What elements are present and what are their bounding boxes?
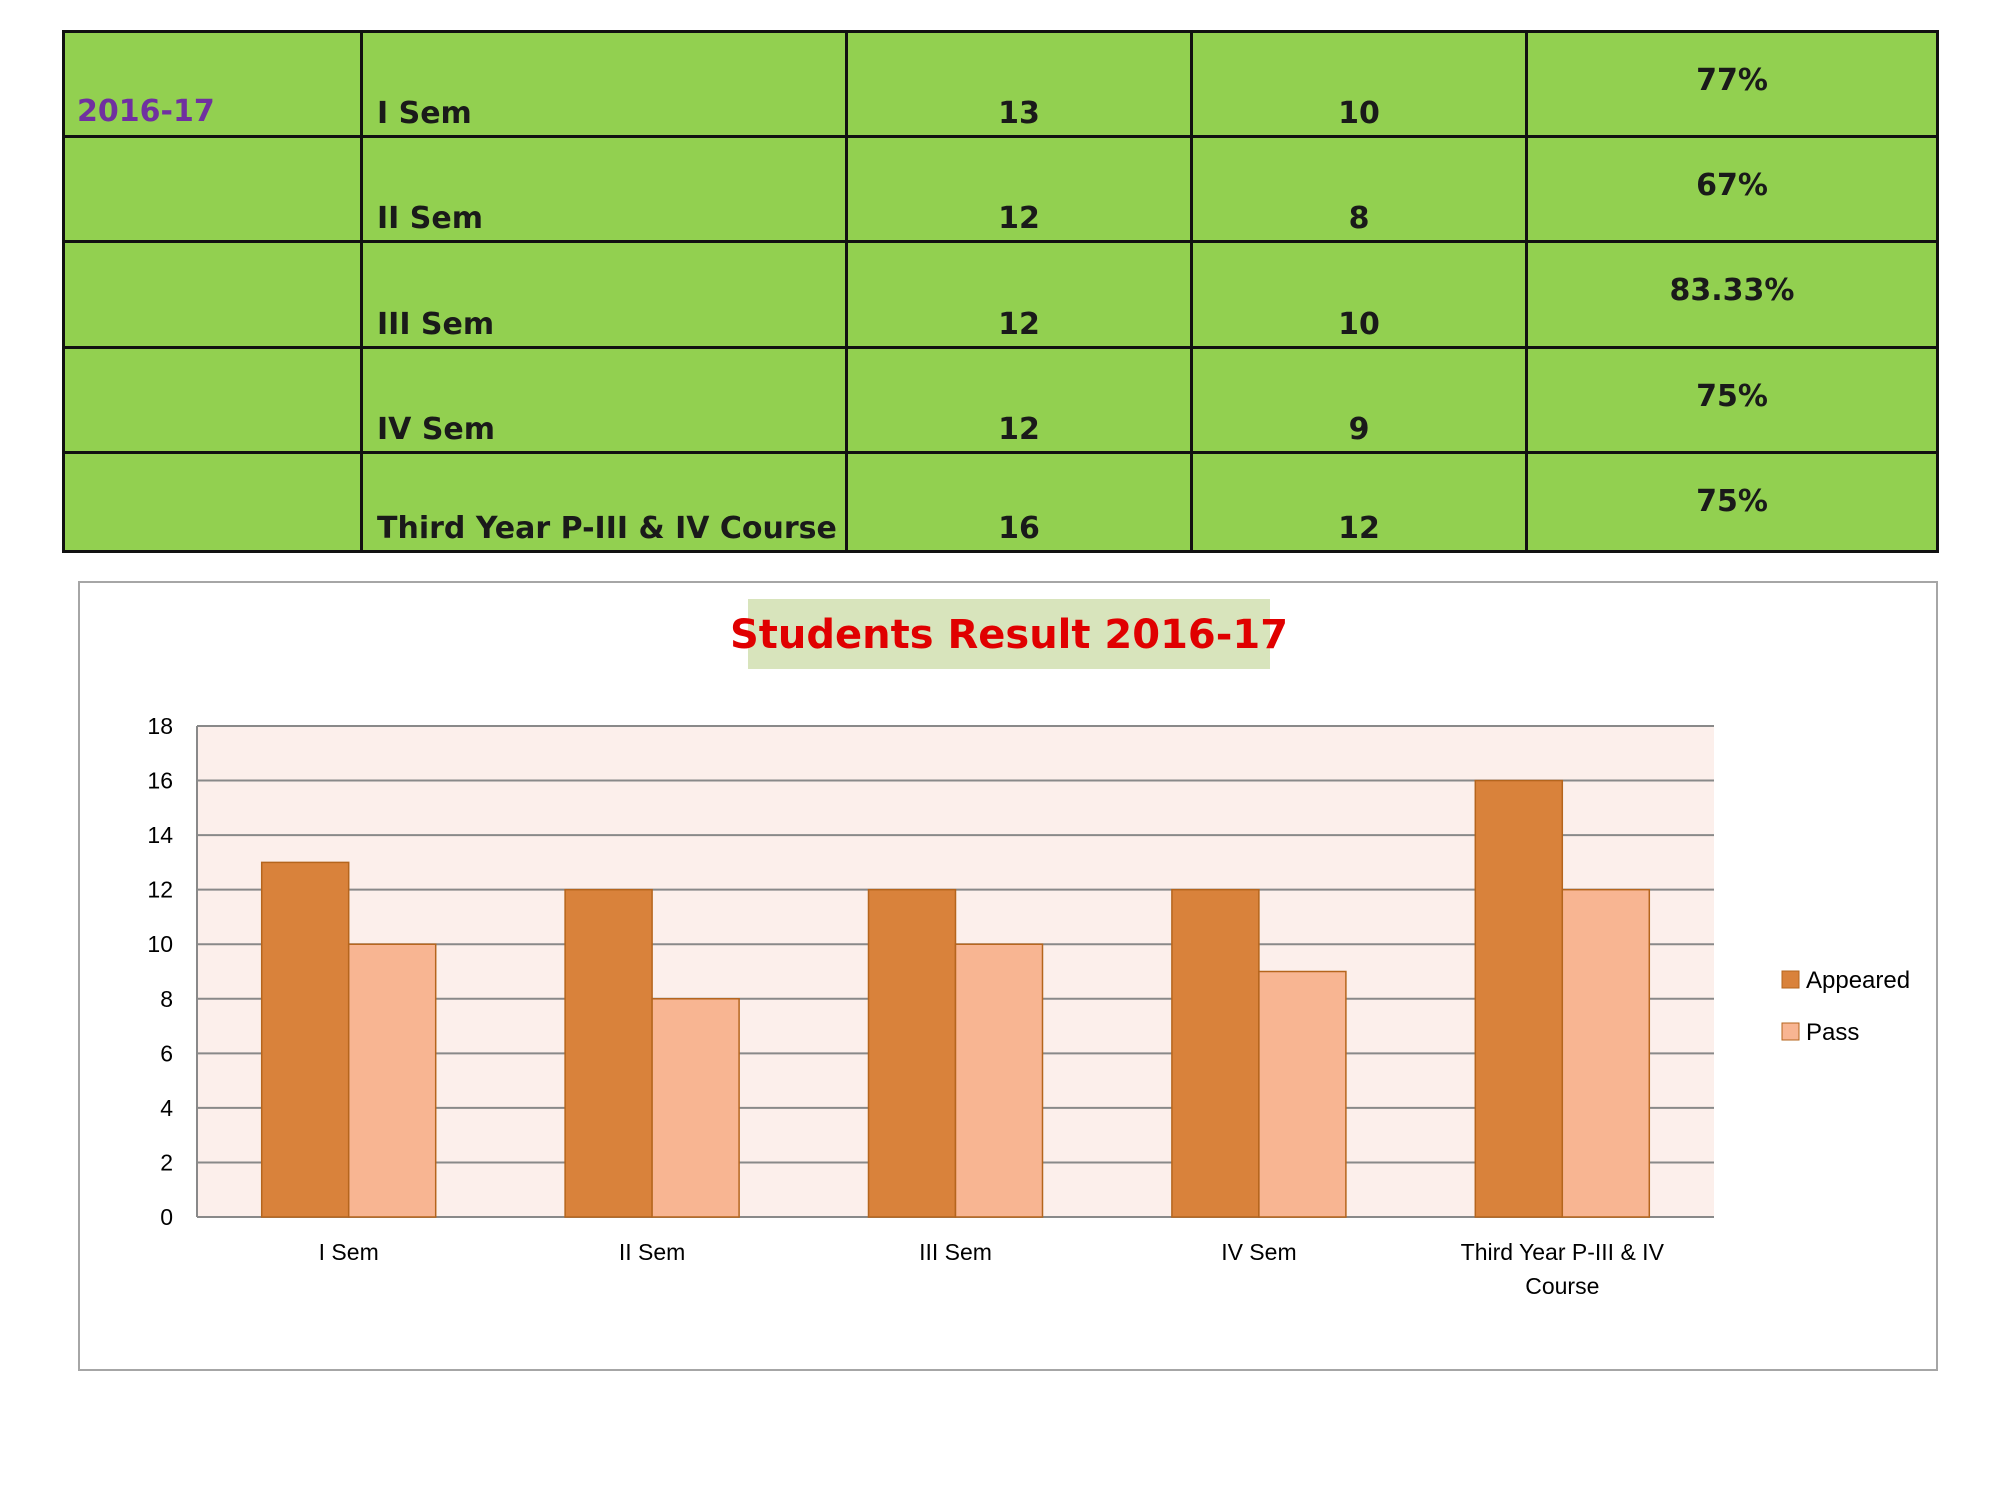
bar-chart: Students Result 2016-17 0 2 4 6 8 10 12 14 16 18 I…	[147, 599, 1910, 1299]
appeared-cell: 12	[845, 345, 1193, 454]
year-cell	[62, 450, 363, 554]
chart-title-background	[748, 599, 1270, 669]
percent-cell: 75%	[1525, 450, 1939, 554]
table-row: III Sem 12 10 83.33%	[62, 240, 1939, 349]
table-row: II Sem 12 8 67%	[62, 135, 1939, 244]
results-table: 2016-17 I Sem 13 10 77% II Sem 12 8 67% …	[62, 29, 1939, 554]
bar-pass	[954, 943, 1044, 1218]
pass-cell: 10	[1190, 240, 1528, 349]
year-cell	[62, 135, 363, 244]
table-row: Third Year P-III & IV Course 16 12 75%	[62, 450, 1939, 554]
bar-appeared	[1171, 888, 1260, 1218]
y-tick-label: 12	[147, 877, 173, 903]
pass-cell: 12	[1190, 450, 1528, 554]
y-tick-label: 2	[160, 1149, 173, 1175]
chart-frame: Students Result 2016-17 0 2 4 6 8 10 12 14 16 18 I…	[78, 581, 1938, 1371]
x-tick-label: IV Sem	[1221, 1239, 1296, 1265]
legend-swatch-pass	[1781, 1022, 1800, 1041]
x-tick-label: Third Year P-III & IV Course	[1461, 1239, 1665, 1299]
percent-cell: 83.33%	[1525, 240, 1939, 349]
bar-appeared	[867, 888, 957, 1218]
bar-appeared	[1474, 779, 1564, 1218]
course-cell: III Sem	[360, 240, 848, 349]
legend-label-appeared: Appeared	[1806, 967, 1910, 994]
legend-label-pass: Pass	[1806, 1019, 1859, 1046]
y-tick-label: 4	[160, 1095, 173, 1121]
x-tick-label: II Sem	[619, 1239, 685, 1265]
bar-appeared	[564, 888, 653, 1218]
appeared-cell: 12	[845, 240, 1193, 349]
bar-pass	[1258, 970, 1347, 1218]
percent-cell: 75%	[1525, 345, 1939, 454]
pass-cell: 9	[1190, 345, 1528, 454]
course-cell: IV Sem	[360, 345, 848, 454]
y-tick-label: 6	[160, 1040, 173, 1066]
chart-legend: Appeared Pass	[1781, 967, 1910, 1046]
bar-pass	[347, 943, 437, 1218]
table-row: 2016-17 I Sem 13 10 77%	[62, 29, 1939, 139]
percent-cell: 77%	[1525, 29, 1939, 139]
bar-pass	[1561, 888, 1651, 1218]
appeared-cell: 13	[845, 29, 1193, 139]
pass-cell: 10	[1190, 29, 1528, 139]
y-tick-label: 16	[147, 768, 173, 794]
table-row: IV Sem 12 9 75%	[62, 345, 1939, 454]
y-tick-label: 8	[160, 986, 173, 1012]
y-tick-label: 18	[147, 713, 173, 739]
y-tick-label: 14	[147, 822, 173, 848]
appeared-cell: 16	[845, 450, 1193, 554]
y-tick-label: 0	[160, 1204, 173, 1230]
bar-pass	[651, 998, 740, 1218]
bar-appeared	[260, 861, 350, 1218]
course-cell: Third Year P-III & IV Course	[360, 450, 848, 554]
year-cell: 2016-17	[62, 29, 363, 139]
y-tick-label: 10	[147, 931, 173, 957]
year-cell	[62, 240, 363, 349]
course-cell: II Sem	[360, 135, 848, 244]
appeared-cell: 12	[845, 135, 1193, 244]
x-tick-label: I Sem	[319, 1239, 379, 1265]
x-tick-label: III Sem	[919, 1239, 992, 1265]
course-cell: I Sem	[360, 29, 848, 139]
chart-title: Students Result 2016-17	[730, 612, 1288, 658]
legend-swatch-appeared	[1781, 970, 1800, 989]
year-cell	[62, 345, 363, 454]
pass-cell: 8	[1190, 135, 1528, 244]
percent-cell: 67%	[1525, 135, 1939, 244]
